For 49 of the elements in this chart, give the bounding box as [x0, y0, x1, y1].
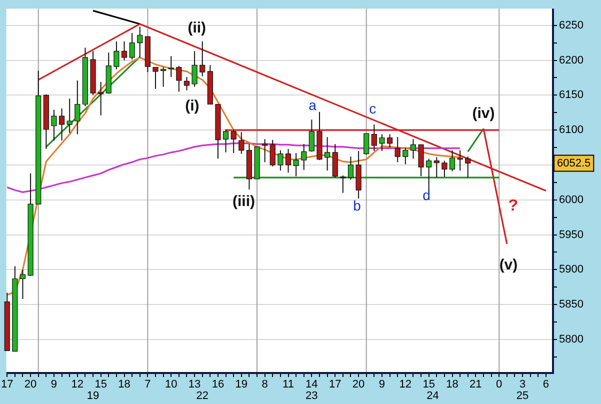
annotation: a: [308, 97, 317, 114]
x-tick-label: 3: [519, 378, 526, 391]
x-tick-label: 6: [542, 378, 550, 391]
x-tick-label: 18: [446, 378, 458, 391]
y-tick-label: 5950: [559, 228, 584, 241]
x-tick-label: 15: [422, 378, 435, 391]
x-tick-label: 12: [71, 378, 84, 391]
x-tick-label: 19: [235, 378, 248, 391]
x-tick-label: 20: [24, 378, 37, 391]
x-tick-label: 21: [470, 378, 482, 391]
x-tick-label: 14: [306, 378, 318, 391]
y-tick-label: 6200: [559, 54, 584, 66]
y-tick-label: 6100: [559, 124, 584, 136]
annotation: b: [353, 198, 362, 214]
annotation: ?: [508, 198, 518, 215]
annotation: d: [422, 187, 430, 204]
x-tick-label: 20: [352, 378, 365, 391]
x-tick-label: 9: [50, 378, 58, 391]
x-tick-label: 7: [144, 378, 151, 391]
text: 22: [196, 390, 208, 402]
annotation: (iv): [472, 105, 495, 122]
annotation: (ii): [188, 19, 206, 36]
x-tick-label: 16: [212, 378, 224, 391]
x-tick-label: 15: [94, 378, 107, 391]
text: 24: [426, 390, 439, 402]
text: 19: [86, 390, 100, 402]
y-tick-label: 6250: [559, 19, 584, 32]
x-tick-label: 13: [188, 378, 201, 391]
y-tick-label: 5900: [559, 264, 584, 276]
annotation: (iii): [232, 193, 255, 210]
annotation: c: [369, 100, 376, 117]
x-tick-label: 0: [496, 378, 502, 391]
x-tick-label: 9: [378, 378, 386, 391]
y-tick-label: 5850: [559, 298, 584, 311]
annotation: (i): [185, 97, 200, 114]
text: 25: [516, 390, 529, 402]
x-tick-label: 12: [399, 378, 412, 391]
text: 23: [306, 390, 318, 402]
x-tick-label: 18: [118, 378, 130, 391]
x-tick-label: 17: [328, 378, 342, 391]
y-tick-label: 6150: [559, 89, 584, 102]
x-tick-label: 10: [164, 378, 178, 391]
annotation: (v): [499, 256, 518, 274]
text: 6052.5: [557, 157, 591, 170]
x-tick-label: 17: [0, 378, 14, 391]
x-tick-label: 11: [282, 378, 294, 391]
y-tick-label: 5800: [559, 334, 584, 346]
x-tick-label: 8: [262, 378, 268, 391]
y-tick-label: 6000: [559, 194, 584, 206]
